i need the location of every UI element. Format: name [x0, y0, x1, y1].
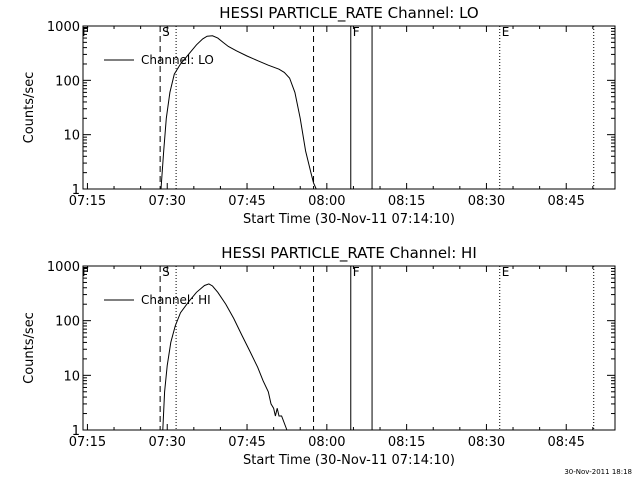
chart-title: HESSI PARTICLE_RATE Channel: LO: [219, 4, 478, 23]
y-tick-label: 100: [55, 74, 80, 89]
event-marker-label: E: [502, 25, 510, 39]
event-marker-label: F: [353, 25, 360, 39]
x-tick-label: 08:00: [308, 435, 345, 450]
x-tick-label: 07:45: [228, 435, 265, 450]
event-marker-label: S: [162, 25, 170, 39]
y-tick-label: 1000: [47, 260, 80, 275]
event-marker-label: E: [502, 265, 510, 279]
y-tick-label: 10: [63, 129, 80, 144]
y-tick-label: 10: [63, 369, 80, 384]
x-tick-label: 07:15: [69, 435, 106, 450]
footer-timestamp: 30-Nov-2011 18:18: [564, 468, 632, 476]
corner-marker-label: F: [82, 25, 89, 39]
y-axis-label: Counts/sec: [22, 72, 37, 144]
y-tick-label: 1: [72, 183, 80, 198]
x-axis-label: Start Time (30-Nov-11 07:14:10): [243, 453, 455, 468]
legend-label: Channel: HI: [141, 293, 211, 307]
plot-frame: [82, 25, 616, 190]
x-axis-label: Start Time (30-Nov-11 07:14:10): [243, 212, 455, 227]
corner-marker-label: F: [82, 265, 89, 279]
series-line: [160, 35, 317, 190]
x-tick-label: 08:45: [547, 435, 584, 450]
x-tick-label: 08:45: [547, 194, 584, 209]
y-tick-label: 100: [55, 315, 80, 330]
x-tick-label: 07:45: [228, 194, 265, 209]
event-marker-label: S: [162, 265, 170, 279]
y-axis-label: Counts/sec: [22, 312, 37, 384]
y-tick-label: 1: [72, 424, 80, 439]
y-tick-label: 1000: [47, 20, 80, 35]
legend-label: Channel: LO: [141, 53, 214, 67]
x-tick-label: 07:15: [69, 194, 106, 209]
plot-frame: [82, 265, 616, 431]
x-tick-label: 08:30: [468, 194, 505, 209]
chart-title: HESSI PARTICLE_RATE Channel: HI: [221, 244, 477, 263]
x-tick-label: 08:15: [388, 194, 425, 209]
x-tick-label: 08:30: [468, 435, 505, 450]
x-tick-label: 07:30: [148, 435, 185, 450]
x-tick-label: 07:30: [148, 194, 185, 209]
x-tick-label: 08:00: [308, 194, 345, 209]
x-tick-label: 08:15: [388, 435, 425, 450]
event-marker-label: F: [353, 265, 360, 279]
series-line: [162, 283, 288, 431]
